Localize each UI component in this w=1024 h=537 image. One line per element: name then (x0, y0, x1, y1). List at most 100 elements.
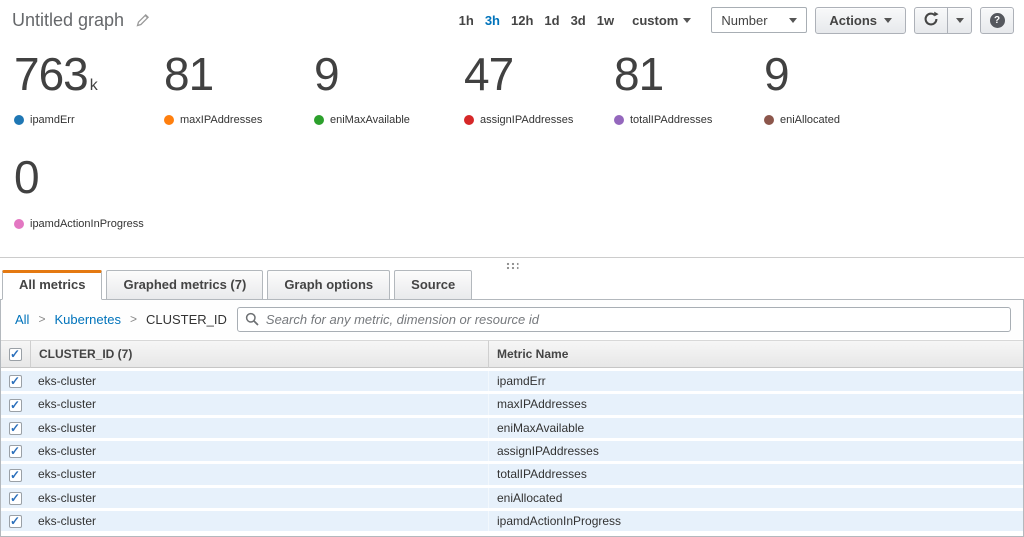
breadcrumb-item-group: > CLUSTER_ID (121, 312, 227, 327)
row-checkbox[interactable] (9, 444, 22, 459)
metric-value: 47 (464, 50, 614, 98)
metric-value-number: 47 (464, 48, 514, 100)
cluster-id-column-header[interactable]: CLUSTER_ID (7) (30, 339, 488, 368)
graph-title: Untitled graph (12, 9, 125, 30)
metric-value-number: 9 (314, 48, 340, 100)
legend-label: ipamdActionInProgress (30, 217, 144, 230)
metric-value: 81 (164, 50, 314, 98)
widget-type-select[interactable]: Number (711, 7, 808, 33)
time-range-link[interactable]: 12h (511, 12, 534, 28)
breadcrumb-item[interactable]: CLUSTER_ID (145, 311, 227, 327)
metrics-tab-bar: All metrics Graphed metrics (7) Graph op… (0, 269, 1024, 300)
widget-type-selected-value: Number (721, 12, 768, 28)
row-checkbox-cell (1, 440, 30, 462)
legend-label: totalIPAddresses (630, 114, 713, 127)
metric-search (236, 306, 1011, 332)
table-row[interactable]: eks-cluster assignIPAddresses (1, 440, 1023, 462)
row-checkbox[interactable] (9, 374, 22, 389)
metrics-table: CLUSTER_ID (7) Metric Name eks-cluster i… (1, 337, 1023, 535)
cluster-id-cell[interactable]: eks-cluster (30, 370, 488, 392)
cluster-id-cell[interactable]: eks-cluster (30, 487, 488, 508)
table-row[interactable]: eks-cluster eniAllocated (1, 487, 1023, 508)
time-range-link[interactable]: 3d (570, 12, 586, 28)
metric-legend[interactable]: eniMaxAvailable (314, 114, 464, 126)
time-range-link[interactable]: 3h (484, 12, 500, 28)
metric-value-number: 763 (14, 48, 89, 100)
row-checkbox[interactable] (9, 421, 22, 435)
search-icon (245, 312, 259, 331)
breadcrumb-separator-icon: > (129, 312, 137, 327)
row-checkbox[interactable] (9, 398, 22, 412)
metric-name-cell[interactable]: totalIPAddresses (488, 464, 1023, 485)
breadcrumb-item[interactable]: All (15, 311, 30, 327)
row-checkbox-cell (1, 510, 30, 532)
cluster-id-cell[interactable]: eks-cluster (30, 440, 488, 462)
metric-value-number: 81 (164, 48, 214, 100)
metrics-browser-panel: > All > Kubernetes > CLUSTER_ID (0, 298, 1024, 537)
metric-name-cell[interactable]: eniMaxAvailable (488, 417, 1023, 438)
refresh-options-button[interactable] (948, 6, 972, 34)
select-all-header-cell (1, 339, 30, 368)
metric-legend[interactable]: ipamdErr (14, 114, 164, 126)
row-checkbox[interactable] (9, 491, 22, 505)
legend-color-dot-icon (14, 218, 24, 229)
metric-number-widget: 9 eniAllocated (764, 50, 914, 126)
metrics-tab[interactable]: Graph options (267, 269, 391, 300)
table-row[interactable]: eks-cluster maxIPAddresses (1, 394, 1023, 415)
breadcrumb: > All > Kubernetes > CLUSTER_ID (15, 312, 227, 327)
resize-handle[interactable] (505, 261, 519, 270)
actions-button[interactable]: Actions (815, 6, 906, 34)
custom-time-range-label: custom (632, 12, 679, 28)
actions-button-label: Actions (829, 12, 877, 28)
metric-legend[interactable]: maxIPAddresses (164, 114, 314, 126)
caret-down-icon (683, 17, 692, 23)
time-range-link[interactable]: 1w (596, 12, 615, 28)
time-range-link[interactable]: 1h (458, 12, 474, 28)
custom-time-range-link[interactable]: custom (632, 12, 692, 28)
cluster-id-cell[interactable]: eks-cluster (30, 394, 488, 415)
help-button[interactable]: ? (980, 6, 1014, 34)
breadcrumb-item-group: > All (15, 312, 29, 327)
legend-color-dot-icon (614, 115, 624, 126)
metric-legend[interactable]: ipamdActionInProgress (14, 218, 164, 230)
time-range-link[interactable]: 1d (544, 12, 560, 28)
cluster-id-cell[interactable]: eks-cluster (30, 510, 488, 532)
cluster-id-cell[interactable]: eks-cluster (30, 417, 488, 438)
metric-value: 81 (614, 50, 764, 98)
table-row[interactable]: eks-cluster ipamdActionInProgress (1, 510, 1023, 532)
metric-legend[interactable]: totalIPAddresses (614, 114, 764, 126)
edit-title-pencil-icon[interactable] (136, 13, 150, 27)
table-row[interactable]: eks-cluster ipamdErr (1, 370, 1023, 392)
row-checkbox-cell (1, 394, 30, 415)
row-checkbox[interactable] (9, 514, 22, 529)
metric-legend[interactable]: eniAllocated (764, 114, 914, 126)
metric-name-cell[interactable]: maxIPAddresses (488, 394, 1023, 415)
row-checkbox-cell (1, 417, 30, 438)
refresh-icon (923, 11, 939, 30)
metric-name-cell[interactable]: eniAllocated (488, 487, 1023, 508)
row-checkbox[interactable] (9, 468, 22, 482)
metric-value-number: 9 (764, 48, 790, 100)
cluster-id-cell[interactable]: eks-cluster (30, 464, 488, 485)
metric-name-column-header[interactable]: Metric Name (488, 339, 1023, 368)
metric-name-cell[interactable]: ipamdErr (488, 370, 1023, 392)
refresh-button[interactable] (914, 6, 948, 34)
table-row[interactable]: eks-cluster totalIPAddresses (1, 464, 1023, 485)
table-row[interactable]: eks-cluster eniMaxAvailable (1, 417, 1023, 438)
metric-legend[interactable]: assignIPAddresses (464, 114, 614, 126)
select-all-checkbox[interactable] (9, 347, 22, 361)
number-widget-grid: 763 k ipamdErr 81 maxIPAddresses 9 eni (0, 34, 920, 257)
breadcrumb-item[interactable]: Kubernetes (54, 311, 121, 327)
table-header-row: CLUSTER_ID (7) Metric Name (1, 339, 1023, 368)
metrics-tab[interactable]: All metrics (2, 269, 103, 300)
metric-search-input[interactable] (236, 306, 1011, 332)
metric-number-widget: 9 eniMaxAvailable (314, 50, 464, 126)
legend-color-dot-icon (14, 115, 24, 126)
row-checkbox-cell (1, 464, 30, 485)
metrics-tab[interactable]: Source (394, 269, 473, 300)
legend-label: maxIPAddresses (180, 114, 263, 127)
row-checkbox-cell (1, 370, 30, 392)
metric-name-cell[interactable]: ipamdActionInProgress (488, 510, 1023, 532)
metrics-tab[interactable]: Graphed metrics (7) (106, 269, 264, 300)
metric-name-cell[interactable]: assignIPAddresses (488, 440, 1023, 462)
